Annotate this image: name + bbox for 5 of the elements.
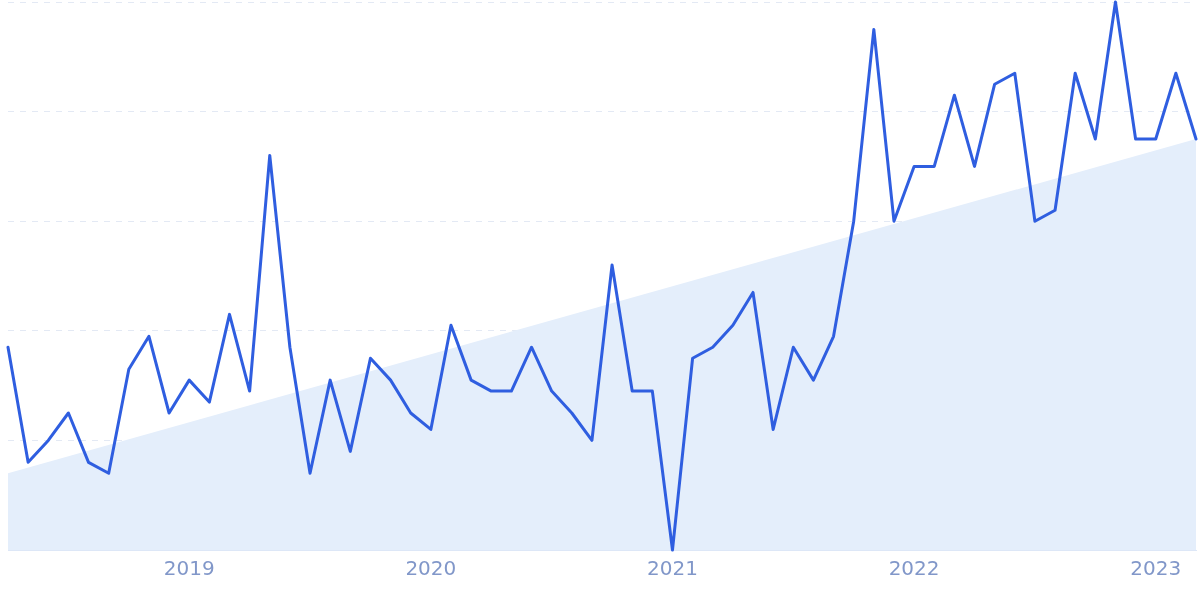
x-tick-label: 2020 <box>405 556 457 581</box>
x-tick-label: 2019 <box>163 556 215 581</box>
x-tick-label: 2023 <box>1130 556 1182 581</box>
x-tick-label: 2022 <box>888 556 940 581</box>
x-tick-label: 2021 <box>647 556 698 581</box>
